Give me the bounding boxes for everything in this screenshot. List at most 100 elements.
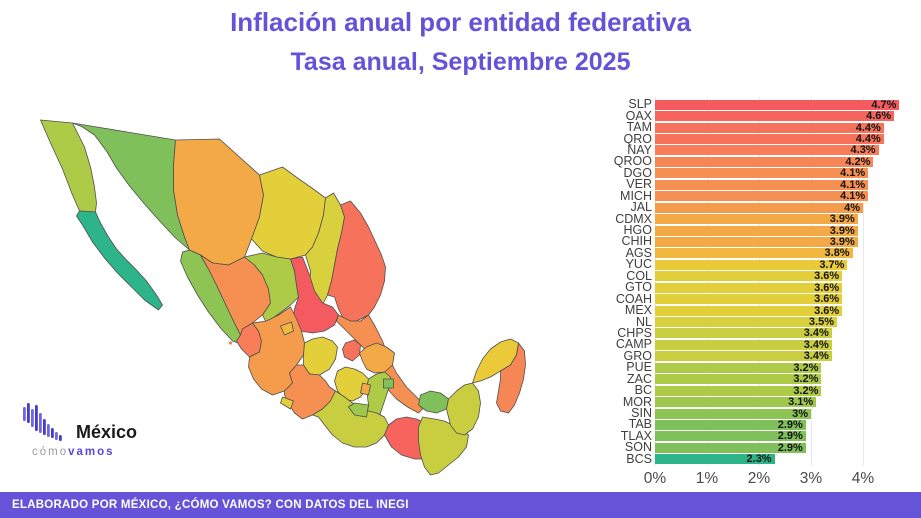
bar-value-label: 3.2%: [793, 384, 819, 397]
bar: 4.1%: [655, 190, 869, 203]
bar-value-label: 3.7%: [819, 258, 845, 271]
state-label: TAM: [626, 120, 652, 135]
bar-value-label: 4.4%: [855, 121, 881, 134]
bar: 3.4%: [655, 328, 832, 339]
bar: 2.9%: [655, 419, 806, 430]
state-label: JAL: [630, 200, 652, 215]
page-title: Inflación anual por entidad federativa: [230, 7, 691, 37]
state-shape-AGS: [280, 321, 294, 336]
bar-row: CAMP 3.4%: [606, 337, 920, 352]
bar-row: BCS 2.3%: [606, 453, 920, 465]
x-tick-label: 4%: [851, 470, 875, 487]
bar: 4.3%: [655, 145, 879, 156]
bar-row: MICH 4.1%: [606, 189, 920, 203]
bar-value-label: 3.6%: [814, 281, 840, 294]
bar-track: 4.4%: [655, 121, 920, 134]
bar: 3.4%: [655, 339, 832, 350]
state-shape-QRO: [342, 339, 361, 362]
state-label: BC: [634, 383, 652, 398]
bar-row: BC 3.2%: [606, 383, 920, 398]
state-label: GTO: [625, 280, 652, 295]
gridlines: [655, 97, 917, 466]
bar-track: 3.8%: [655, 247, 920, 260]
mexico-map: [30, 95, 595, 485]
bar-row: CHIH 3.9%: [606, 235, 920, 248]
bar-row: NL 3.5%: [606, 315, 920, 329]
bar-value-label: 4.1%: [840, 178, 866, 191]
bar-track: 4%: [655, 202, 920, 213]
bar-track: 3.4%: [655, 328, 920, 339]
bar-row: SON 2.9%: [606, 440, 920, 455]
gridline: [863, 97, 864, 466]
bar: 3.5%: [655, 316, 837, 329]
bar-value-label: 3.9%: [829, 235, 855, 248]
state-label: CAMP: [615, 337, 652, 352]
mexico-map-svg: [40, 119, 526, 476]
bar-value-label: 4.1%: [840, 190, 866, 203]
logo-sub-text: cómovamos: [32, 446, 115, 458]
bar-track: 4.7%: [655, 99, 920, 110]
bar-track: 3.1%: [655, 397, 920, 408]
islas-marias-dot: [228, 341, 233, 345]
gridline: [759, 97, 760, 466]
bar-track: 3.6%: [655, 293, 920, 306]
state-label: DGO: [623, 165, 652, 180]
state-label: COAH: [615, 291, 652, 306]
bar-row: SLP 4.7%: [606, 97, 920, 112]
logo-sub1: cómo: [32, 446, 69, 458]
state-label: QROO: [613, 154, 652, 169]
bar-row: DGO 4.1%: [606, 165, 920, 180]
bar-track: 3.9%: [655, 235, 920, 248]
bar-track: 3.6%: [655, 281, 920, 294]
bar-value-label: 3.2%: [793, 361, 819, 374]
bar-value-label: 3.5%: [808, 316, 834, 329]
bar-track: 3.6%: [655, 271, 920, 282]
bar-row: NAY 4.3%: [606, 142, 920, 157]
gridline: [707, 97, 708, 466]
bar: 4%: [655, 202, 863, 213]
equalizer-icon: [23, 403, 62, 441]
bar-row: GTO 3.6%: [606, 280, 920, 295]
state-shape-HGO: [359, 342, 395, 374]
bar: 4.1%: [655, 167, 869, 180]
bar: 4.4%: [655, 121, 884, 134]
bar-track: 2.9%: [655, 442, 920, 453]
bar: 4.4%: [655, 133, 884, 146]
bar: 3.9%: [655, 235, 858, 248]
bar-value-label: 3.9%: [829, 213, 855, 226]
state-label: SON: [624, 440, 652, 455]
state-label: NAY: [627, 142, 652, 157]
bar-row: COAH 3.6%: [606, 291, 920, 306]
bar: 3.9%: [655, 225, 858, 236]
bar-row: TLAX 2.9%: [606, 430, 920, 442]
bar-value-label: 3.6%: [814, 293, 840, 306]
bar-track: 3.4%: [655, 339, 920, 350]
bar-value-label: 3.2%: [793, 373, 819, 386]
bar-row: VER 4.1%: [606, 178, 920, 191]
bar: 4.1%: [655, 178, 869, 191]
bar: 2.9%: [655, 442, 806, 453]
state-label: SLP: [628, 97, 652, 112]
logo-sub2: vamos: [68, 446, 115, 458]
bar-track: 4.1%: [655, 167, 920, 180]
state-shape-COL: [280, 396, 294, 410]
bar-row: MOR 3.1%: [606, 395, 920, 408]
state-label: ZAC: [627, 371, 652, 386]
state-label: HGO: [623, 223, 652, 238]
bar-row: YUC 3.7%: [606, 258, 920, 271]
bar-value-label: 4.1%: [840, 167, 866, 180]
state-shape-TAM: [327, 200, 386, 322]
bar-value-label: 4.4%: [855, 133, 881, 146]
state-shape-MOR: [348, 402, 369, 418]
state-label: CHPS: [617, 325, 652, 340]
state-shape-SLP: [290, 256, 339, 334]
x-tick-label: 1%: [695, 470, 719, 487]
bar-value-label: 3.6%: [814, 304, 840, 317]
bar-track: 3.7%: [655, 258, 920, 271]
footer-text: ELABORADO POR MÉXICO, ¿CÓMO VAMOS? CON D…: [12, 499, 409, 511]
bar: 3.2%: [655, 361, 822, 374]
bar-value-label: 3.8%: [824, 247, 850, 260]
bar: 3.6%: [655, 304, 843, 317]
bar-row: ZAC 3.2%: [606, 371, 920, 386]
